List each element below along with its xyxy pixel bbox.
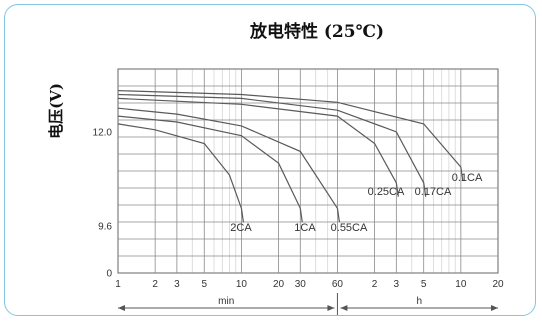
series-tail: [299, 208, 303, 223]
y-tick-label: 9.6: [98, 221, 112, 232]
x-tick-label: 20: [273, 279, 285, 290]
x-tick-label: 1: [115, 279, 121, 290]
x-tick-label: 3: [174, 279, 180, 290]
x-tick-label: 5: [201, 279, 207, 290]
x-tick-label: 2: [372, 279, 378, 290]
x-tick-label: 10: [236, 279, 248, 290]
x-tick-label: 20: [492, 279, 504, 290]
x-tick-label: 60: [332, 279, 344, 290]
x-tick-label: 30: [295, 279, 307, 290]
series-label: 0.17CA: [415, 186, 452, 198]
series-label: 2CA: [230, 222, 252, 234]
x-unit-label: min: [218, 296, 234, 307]
series-tail: [395, 182, 399, 197]
y-axis-label: 电压(V): [47, 83, 65, 139]
series-label: 0.55CA: [331, 222, 368, 234]
series-label: 0.1CA: [452, 172, 483, 184]
unit-band-arrow-right: [491, 305, 498, 311]
chart-title: 放电特性 (25℃): [249, 21, 384, 42]
series-line: [117, 97, 397, 184]
x-tick-label: 5: [421, 279, 427, 290]
series-line: [117, 107, 338, 209]
x-unit-label: h: [416, 296, 422, 307]
y-tick-label: 12.0: [93, 127, 113, 138]
unit-band-arrow-left: [340, 305, 348, 311]
y-tick-label: 0: [106, 269, 112, 280]
series-line: [117, 115, 301, 209]
curves: [117, 90, 464, 223]
series-line: [117, 123, 242, 209]
x-tick-label: 3: [394, 279, 400, 290]
unit-band-arrow-left: [118, 305, 125, 311]
series-tail: [460, 166, 464, 182]
series-line: [117, 93, 425, 184]
discharge-chart: 放电特性 (25℃) 电压(V) 0 9.6 12.0 1 2 3 5 10 20 30 60 2 3 5…: [47, 21, 504, 315]
x-tick-label: 10: [455, 279, 467, 290]
x-tick-label: 2: [152, 279, 158, 290]
series-label: 0.25CA: [368, 186, 405, 198]
series-line: [117, 90, 462, 168]
unit-band-arrow-right: [327, 305, 335, 311]
labels: 0 9.6 12.0 1 2 3 5 10 20 30 60 2 3 5 10 20 min h 2CA 1CA 0.5…: [93, 127, 504, 315]
series-tail: [336, 208, 341, 223]
series-label: 1CA: [294, 222, 316, 234]
series-tail: [423, 182, 427, 197]
chart-frame: 放电特性 (25℃) 电压(V) 0 9.6 12.0 1 2 3 5 10 20 30 60 2 3 5…: [4, 4, 536, 316]
series-tail: [240, 208, 245, 223]
